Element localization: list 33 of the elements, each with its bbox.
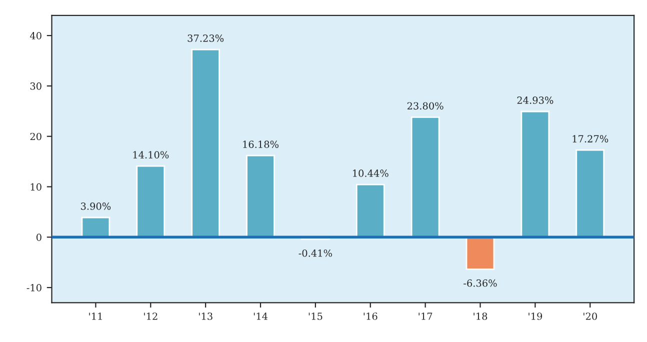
- x-tick-label: '16: [364, 312, 378, 320]
- data-label: 17.27%: [572, 135, 608, 142]
- data-label: 23.80%: [407, 102, 444, 110]
- y-tick-label: 30: [30, 82, 42, 90]
- data-label: 3.90%: [81, 202, 111, 210]
- x-tick-label: '11: [89, 312, 102, 320]
- data-label: 24.93%: [517, 96, 554, 104]
- x-tick-label: '15: [308, 312, 322, 320]
- y-tick-label: 40: [30, 32, 42, 40]
- data-label: 10.44%: [353, 170, 388, 177]
- x-tick-label: '18: [474, 312, 488, 320]
- x-tick-label: '13: [199, 312, 212, 320]
- x-tick-label: '12: [144, 312, 158, 320]
- bar: [246, 154, 275, 238]
- bar: [410, 116, 440, 238]
- data-label: 14.10%: [133, 151, 169, 158]
- data-label: 16.18%: [243, 140, 279, 148]
- bar: [576, 149, 605, 238]
- x-tick-label: '20: [584, 312, 597, 320]
- y-tick-label: -10: [26, 284, 42, 292]
- y-tick-label: 20: [30, 132, 42, 140]
- data-label: 37.23%: [188, 34, 224, 42]
- x-tick-label: '19: [528, 312, 542, 320]
- y-tick-label: 0: [36, 234, 42, 241]
- bar: [191, 48, 220, 238]
- bar: [136, 165, 166, 238]
- x-tick-label: '17: [418, 312, 432, 320]
- bar: [520, 110, 550, 238]
- x-tick-label: '14: [254, 312, 268, 320]
- y-tick-label: 10: [30, 183, 42, 191]
- data-label: -0.41%: [298, 249, 332, 257]
- data-label: -6.36%: [464, 279, 497, 287]
- bar: [356, 184, 385, 238]
